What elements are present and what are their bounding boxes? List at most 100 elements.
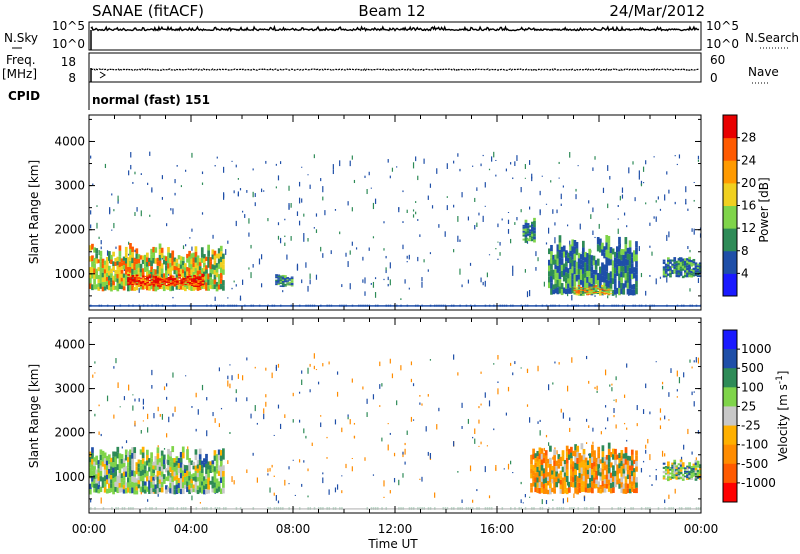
echo-cell — [484, 182, 486, 188]
echo-cell — [520, 499, 522, 504]
echo-cell — [133, 279, 137, 281]
echo-cell — [89, 245, 92, 251]
echo-cell — [127, 477, 130, 483]
echo-cell — [217, 465, 221, 471]
echo-cell — [203, 271, 206, 276]
echo-cell — [152, 252, 156, 258]
echo-cell — [591, 487, 594, 494]
echo-cell — [544, 477, 548, 483]
echo-cell — [571, 252, 575, 260]
echo-cell — [112, 266, 115, 271]
echo-cell — [146, 280, 150, 282]
echo-cell — [457, 235, 459, 242]
echo-cell — [94, 372, 96, 374]
echo-cell — [585, 418, 588, 422]
echo-cell — [474, 197, 476, 202]
echo-cell — [156, 464, 160, 471]
echo-cell — [575, 292, 579, 294]
echo-cell — [577, 291, 581, 293]
echo-cell — [505, 412, 507, 416]
echo-cell — [620, 249, 623, 255]
echo-cell — [351, 378, 353, 383]
echo-cell — [566, 482, 569, 486]
echo-cell — [601, 445, 605, 452]
echo-cell — [286, 277, 290, 279]
echo-cell — [188, 284, 192, 286]
echo-cell — [686, 465, 689, 468]
echo-cell — [667, 471, 670, 474]
echo-cell — [550, 180, 552, 183]
echo-cell — [137, 459, 141, 464]
echo-cell — [156, 476, 160, 483]
echo-cell — [556, 209, 558, 214]
echo-cell — [469, 465, 472, 472]
echo-cell — [562, 251, 566, 258]
echo-cell — [491, 156, 493, 162]
echo-cell — [219, 461, 223, 467]
echo-cell — [191, 228, 193, 232]
echo-cell — [434, 492, 436, 498]
echo-cell — [203, 258, 206, 263]
echo-cell — [135, 284, 139, 291]
echo-cell — [586, 288, 589, 290]
echo-cell — [576, 482, 580, 489]
echo-cell — [199, 279, 203, 282]
echo-cell — [213, 482, 217, 488]
echo-cell — [284, 235, 286, 238]
echo-cell — [586, 264, 589, 271]
echo-cell — [626, 460, 630, 466]
echo-cell — [667, 463, 670, 467]
echo-cell — [588, 291, 592, 293]
echo-cell — [182, 280, 186, 282]
echo-cell — [303, 237, 305, 242]
echo-cell — [542, 452, 546, 459]
echo-cell — [334, 419, 337, 425]
echo-cell — [633, 284, 636, 290]
echo-cell — [607, 291, 611, 293]
echo-cell — [294, 494, 296, 496]
echo-cell — [676, 396, 678, 398]
echo-cell — [207, 465, 210, 470]
echo-cell — [542, 478, 546, 484]
echo-cell — [103, 486, 107, 493]
echo-cell — [110, 475, 113, 480]
echo-cell — [586, 258, 589, 265]
echo-cell — [277, 404, 280, 409]
echo-cell — [172, 372, 174, 378]
echo-cell — [179, 473, 183, 479]
echo-cell — [192, 484, 196, 489]
echo-cell — [569, 262, 572, 270]
echo-cell — [698, 477, 702, 480]
echo-cell — [116, 481, 120, 488]
echo-cell — [536, 477, 540, 483]
echo-cell — [214, 296, 216, 301]
echo-cell — [586, 252, 589, 259]
echo-cell — [290, 203, 292, 208]
echo-cell — [696, 273, 700, 276]
echo-cell — [379, 405, 381, 407]
echo-cell — [137, 277, 141, 279]
echo-cell — [696, 272, 700, 274]
echo-cell — [560, 258, 564, 265]
echo-cell — [169, 278, 173, 281]
echo-cell — [476, 222, 478, 228]
echo-cell — [557, 473, 561, 479]
echo-cell — [677, 475, 681, 478]
echo-cell — [607, 258, 611, 266]
echo-cell — [580, 479, 584, 486]
echo-cell — [108, 454, 111, 460]
echo-cell — [178, 274, 181, 276]
echo-cell — [588, 259, 592, 266]
echo-cell — [666, 171, 668, 175]
echo-cell — [573, 267, 577, 275]
echo-cell — [576, 464, 580, 471]
echo-cell — [146, 283, 150, 285]
echo-cell — [662, 477, 666, 480]
echo-cell — [696, 268, 700, 271]
echo-cell — [567, 252, 570, 258]
echo-cell — [288, 283, 292, 285]
echo-cell — [688, 477, 691, 480]
echo-cell — [620, 460, 624, 467]
echo-cell — [309, 363, 311, 367]
echo-cell — [565, 469, 569, 476]
